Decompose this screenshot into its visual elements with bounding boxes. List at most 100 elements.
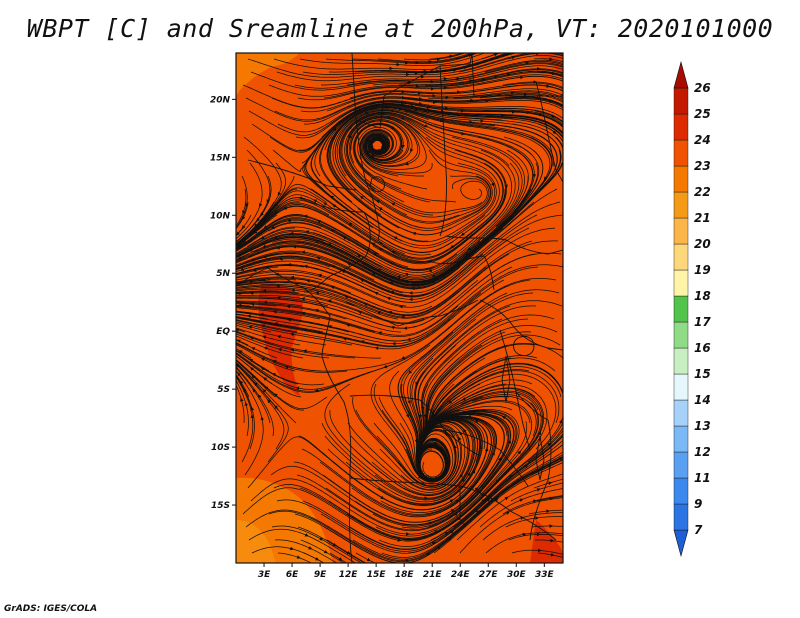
streamline-arrow	[346, 550, 351, 555]
streamline	[236, 304, 251, 307]
x-tick-label: 27E	[479, 570, 499, 580]
streamline-arrow	[475, 62, 480, 66]
streamline	[236, 316, 324, 333]
streamline	[300, 88, 563, 113]
streamline-arrow	[315, 291, 320, 295]
streamline-arrow	[248, 325, 253, 330]
streamline-arrow	[317, 273, 322, 278]
lake-victoria	[513, 335, 535, 357]
colorbar-bin-7-9	[673, 503, 689, 531]
border-libya-chad	[351, 53, 473, 129]
streamline-arrow	[284, 365, 289, 369]
streamline-arrow	[380, 495, 385, 500]
streamline-arrow	[272, 360, 277, 364]
streamline-arrow	[490, 182, 495, 187]
streamline-arrow	[274, 202, 279, 208]
x-tick-label: 15E	[367, 570, 387, 580]
streamline	[236, 253, 404, 294]
colorbar-bin-11-12	[673, 451, 689, 479]
streamline-arrow	[346, 323, 351, 328]
streamline-arrow	[366, 557, 371, 562]
streamline-arrow	[462, 522, 467, 527]
streamline-arrow	[236, 339, 241, 343]
streamline-arrow	[273, 235, 278, 239]
colorbar-label: 15	[694, 367, 711, 381]
streamline	[236, 194, 406, 255]
streamline	[236, 303, 277, 307]
streamline-arrow	[240, 397, 244, 402]
streamline-arrow	[409, 148, 414, 153]
border-congo	[345, 299, 479, 327]
streamline-arrow	[428, 521, 433, 525]
x-tick-label: 24E	[451, 570, 471, 580]
border-angola-namibia	[349, 477, 461, 520]
streamline-arrow	[551, 114, 556, 118]
streamline-arrow	[391, 250, 396, 255]
colorbar-label: 24	[694, 133, 711, 147]
streamline-arrow	[494, 497, 499, 502]
coastline-red-sea	[535, 81, 563, 183]
colorbar-label: 25	[694, 107, 711, 121]
streamline-arrow	[241, 225, 246, 230]
lake-tanganyika	[501, 355, 511, 403]
streamline-arrow	[323, 202, 328, 206]
colorbar-label: 20	[694, 237, 711, 251]
streamlines-layer	[236, 53, 563, 563]
streamline-arrow	[356, 254, 362, 258]
colorbar-bin-9-11	[673, 477, 689, 505]
streamline-arrow	[316, 256, 321, 261]
streamline	[508, 110, 563, 127]
streamline-arrow	[371, 242, 376, 246]
colorbar-bin-22-23	[673, 165, 689, 193]
wbpt-contour-22-23-northwest	[236, 53, 300, 96]
streamline-arrow	[348, 125, 353, 130]
streamline-arrow	[548, 99, 553, 103]
streamline-arrow	[501, 415, 506, 420]
streamline-arrow	[258, 203, 263, 208]
streamline	[274, 96, 563, 121]
colorbar-bin-18-19	[673, 269, 689, 297]
streamline-arrow	[327, 243, 332, 247]
streamline-arrow	[388, 310, 393, 315]
colorbar-bin-12-13	[673, 425, 689, 453]
streamline	[236, 313, 269, 320]
streamline	[459, 497, 563, 554]
streamline	[236, 301, 401, 333]
streamline	[236, 266, 539, 345]
streamline-arrow	[316, 220, 321, 224]
streamline-arrow	[264, 385, 269, 390]
streamline-arrow	[346, 262, 352, 266]
streamline-arrow	[254, 223, 259, 228]
colorbar-bin-17-18	[673, 295, 689, 323]
streamline-arrow	[543, 176, 548, 181]
colorbar-label: 21	[694, 211, 711, 225]
streamline-arrow	[266, 199, 270, 204]
colorbar-label: 26	[694, 81, 711, 95]
axis-ticks: 3E 6E 9E 12E 15E 18E 21E 24E 27E 30E 33E 20N 15N 10N 5…	[210, 95, 555, 580]
streamline	[277, 552, 313, 563]
streamline-arrow	[348, 134, 352, 139]
streamline	[236, 250, 375, 281]
streamline-arrow	[239, 267, 245, 272]
streamline-arrow	[242, 215, 246, 221]
streamline-arrow	[251, 347, 256, 351]
streamline	[236, 264, 378, 294]
streamline	[236, 227, 556, 308]
streamline	[236, 269, 407, 307]
y-tick-label: 15S	[211, 501, 230, 511]
streamline	[479, 488, 563, 528]
streamline-arrow	[277, 348, 282, 352]
streamline	[502, 495, 563, 515]
streamline	[236, 282, 456, 316]
streamline	[268, 457, 563, 563]
border-drc-angola	[349, 394, 481, 457]
streamline	[236, 305, 376, 333]
streamline-arrow	[260, 357, 265, 362]
coastline-west-africa	[236, 267, 353, 563]
streamline	[535, 539, 563, 543]
lake-malawi	[535, 435, 545, 481]
streamline-arrow	[401, 356, 406, 360]
streamline-arrow	[495, 478, 500, 483]
streamline-arrow	[260, 367, 265, 371]
streamline-arrow	[407, 400, 411, 405]
